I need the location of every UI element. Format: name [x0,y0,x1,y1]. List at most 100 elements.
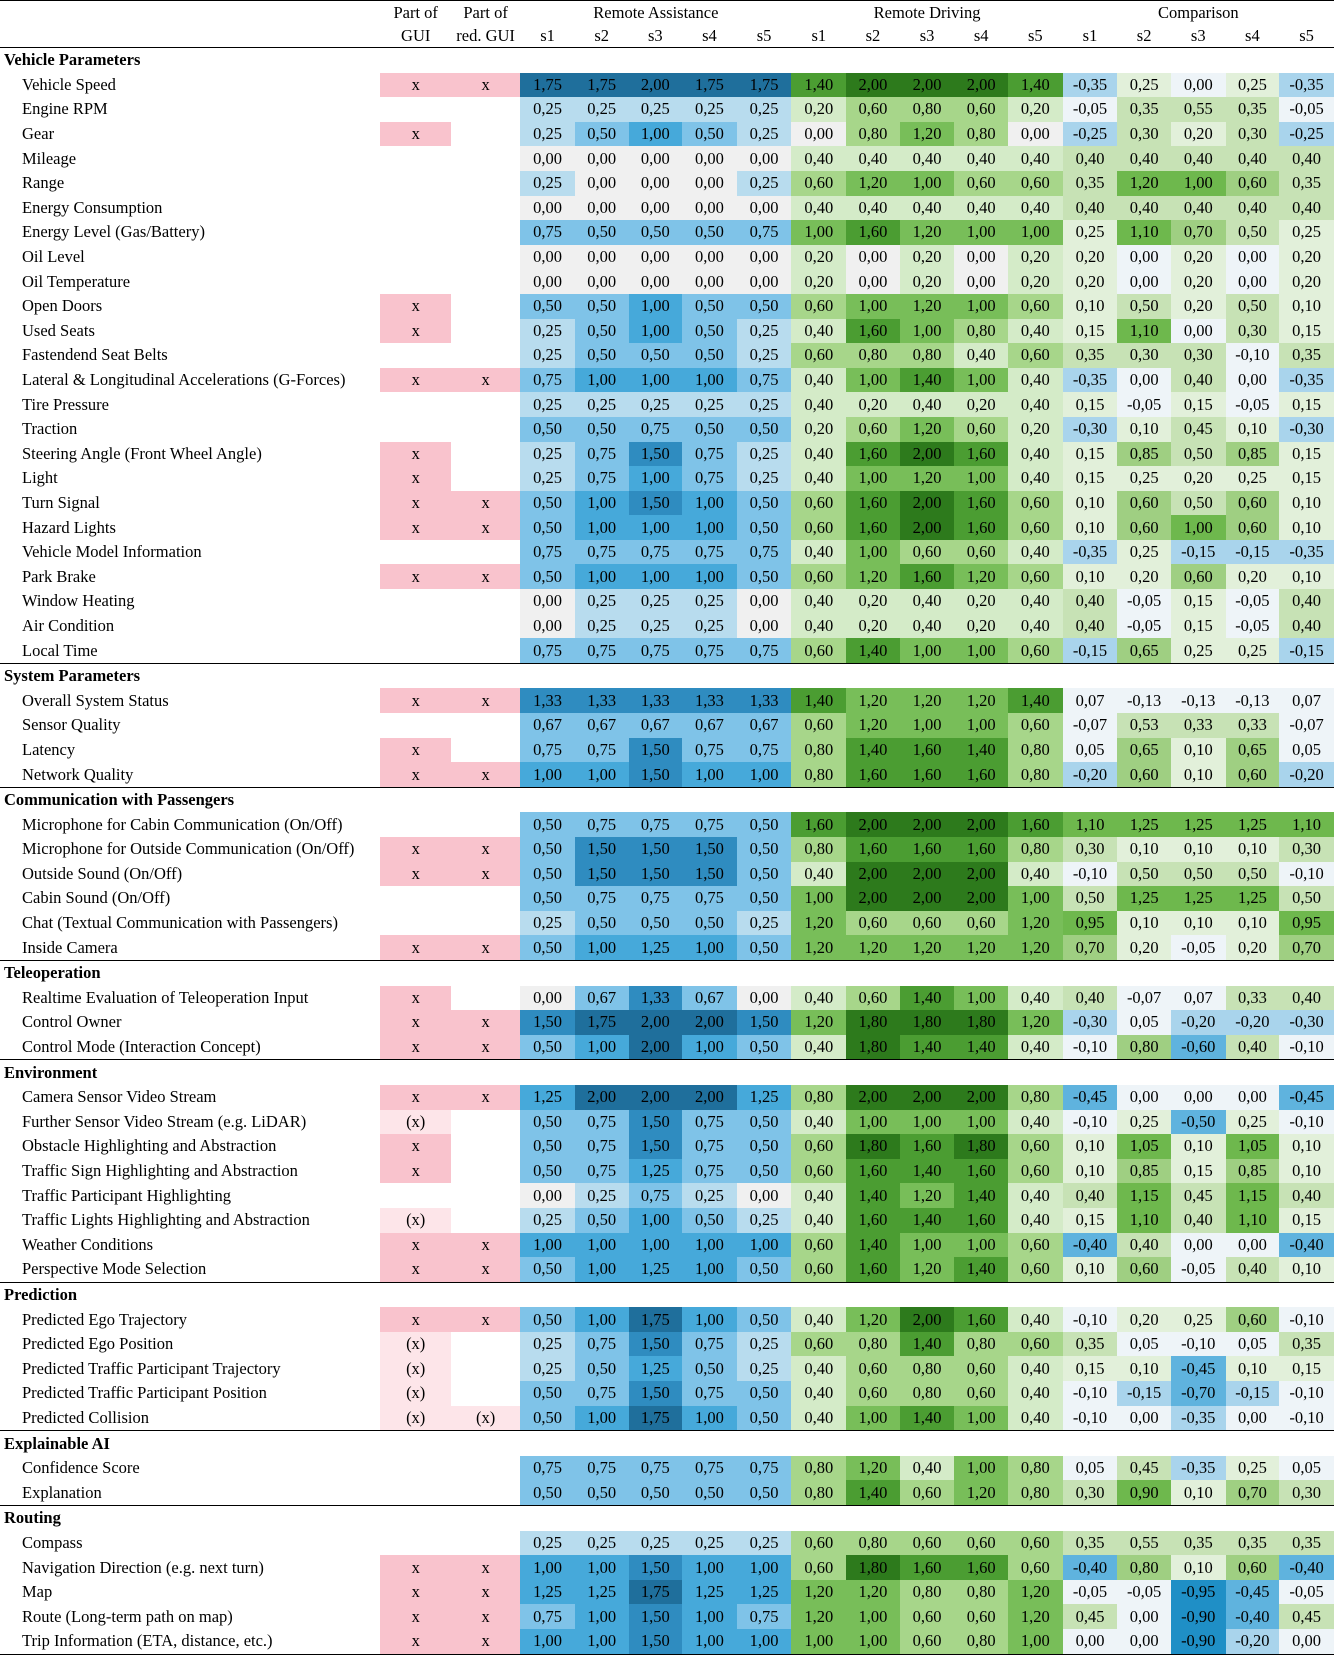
remote-assistance-value: 1,75 [682,72,737,98]
remote-driving-value: 1,60 [1007,812,1063,837]
remote-assistance-value: 0,00 [736,269,792,294]
remote-assistance-value: 0,00 [628,146,683,171]
remote-assistance-value: 0,00 [628,269,683,294]
comparison-value: 0,10 [1279,1257,1334,1283]
remote-assistance-value: 0,50 [574,1480,629,1506]
remote-driving-value: 1,00 [954,293,1008,319]
part-of-reduced-gui-mark: x [450,1629,521,1655]
remote-assistance-value: 0,50 [736,1257,792,1283]
comparison-value: 0,10 [1170,1480,1226,1506]
remote-assistance-value: 0,50 [520,837,575,862]
part-of-reduced-gui-mark [451,466,520,491]
remote-assistance-value: 1,50 [628,1381,683,1406]
remote-assistance-value: 0,50 [574,220,629,245]
remote-assistance-value: 0,75 [628,1455,683,1481]
comparison-value: 0,00 [1117,1604,1171,1629]
part-of-gui-mark [380,1531,450,1556]
section-header-row: Communication with Passengers [0,786,1334,813]
comparison-value: 1,15 [1225,1183,1280,1208]
comparison-value: 0,35 [1062,1331,1118,1357]
part-of-gui-mark [380,911,450,936]
comparison-value: -0,10 [1062,1381,1118,1406]
remote-driving-value: 1,00 [954,1405,1008,1431]
remote-driving-value: 0,40 [899,589,955,614]
part-of-gui-mark: x [380,564,451,590]
part-of-gui-mark: x [380,318,451,344]
remote-assistance-value: 0,00 [736,985,792,1011]
remote-assistance-value: 0,50 [628,343,683,368]
remote-assistance-value: 0,50 [682,121,737,147]
comparison-value: 0,10 [1279,515,1334,540]
remote-driving-value: 1,80 [846,1034,900,1060]
comparison-value: 1,10 [1062,812,1118,837]
remote-assistance-value: 0,25 [628,1530,683,1556]
comparison-value: -0,15 [1225,1381,1280,1406]
remote-assistance-value: 1,50 [628,837,683,862]
remote-assistance-value: 1,00 [520,1629,575,1655]
part-of-gui-mark [380,713,450,738]
part-of-gui-mark: x [380,367,451,393]
remote-driving-value: 0,60 [1007,1555,1063,1580]
comparison-value: 0,60 [1225,1307,1280,1332]
row-label: Navigation Direction (e.g. next turn) [22,1557,264,1577]
remote-driving-value: 1,40 [846,638,900,664]
remote-assistance-value: 0,25 [682,613,737,639]
comparison-value: 0,10 [1062,564,1118,590]
remote-driving-value: 0,00 [846,244,900,270]
remote-assistance-value: 0,50 [682,220,737,245]
remote-assistance-value: 0,50 [736,490,792,516]
section-header-row: Explainable AI [0,1430,1334,1456]
part-of-gui-mark [380,146,450,171]
header-scenario: s5 [736,24,792,48]
remote-driving-value: 0,40 [1007,441,1063,467]
remote-driving-value: 1,20 [1007,1604,1063,1629]
header-gui-line1: Part of [393,3,438,22]
remote-assistance-value: 0,50 [628,1480,683,1506]
remote-assistance-value: 0,25 [520,1331,575,1357]
part-of-gui-mark [380,97,450,122]
comparison-value: 0,25 [1225,1109,1280,1135]
table-row: Turn Signal x x 0,50 1,00 1,50 1,00 0,50 0,60 1,6… [0,490,1334,516]
remote-driving-value: 1,60 [954,1307,1008,1332]
remote-assistance-value: 0,50 [520,1257,575,1283]
remote-driving-value: 0,40 [899,195,955,221]
comparison-value: 0,25 [1117,466,1171,491]
remote-assistance-value: 1,00 [682,1257,737,1283]
remote-assistance-value: 0,75 [574,638,629,664]
comparison-value: 0,10 [1170,1134,1226,1159]
part-of-reduced-gui-mark [451,392,520,417]
part-of-gui-mark [380,171,450,196]
comparison-value: 0,05 [1225,1331,1280,1357]
remote-assistance-value: 0,75 [574,1331,629,1357]
comparison-value: 0,35 [1062,343,1118,368]
remote-assistance-value: 0,25 [682,589,737,614]
section-title: Routing [0,1505,1334,1531]
header-remote-assistance: Remote Assistance [593,3,719,22]
remote-driving-value: 0,40 [791,367,847,393]
remote-driving-value: 1,20 [846,688,900,714]
remote-driving-value: 0,60 [1007,343,1063,368]
table-body: Vehicle Parameters Vehicle Speed x x 1,75 1,7… [0,48,1334,1655]
comparison-value: 0,30 [1062,837,1118,862]
header-scenario: s3 [1170,24,1226,48]
comparison-value: 0,10 [1279,1158,1334,1184]
remote-driving-value: 0,60 [1007,1257,1063,1283]
remote-assistance-value: 0,75 [574,1109,629,1135]
remote-driving-value: 1,20 [899,466,955,491]
remote-assistance-value: 0,00 [628,195,683,221]
remote-driving-value: 1,20 [954,935,1008,961]
comparison-value: 0,35 [1279,343,1334,368]
comparison-value: 0,00 [1225,244,1280,270]
remote-driving-value: 0,60 [791,490,847,516]
remote-driving-value: 0,80 [954,318,1008,344]
comparison-value: 1,15 [1117,1183,1171,1208]
remote-driving-value: 0,80 [899,97,955,122]
remote-assistance-value: 1,00 [628,318,683,344]
comparison-value: -0,10 [1279,1405,1334,1431]
table-row: Traffic Sign Highlighting and Abstractio… [0,1158,1334,1184]
remote-assistance-value: 1,33 [574,688,629,714]
remote-assistance-value: 0,50 [628,910,683,936]
part-of-gui-mark: x [380,490,451,516]
comparison-value: -0,45 [1279,1084,1334,1110]
remote-driving-value: 0,40 [1007,613,1063,639]
